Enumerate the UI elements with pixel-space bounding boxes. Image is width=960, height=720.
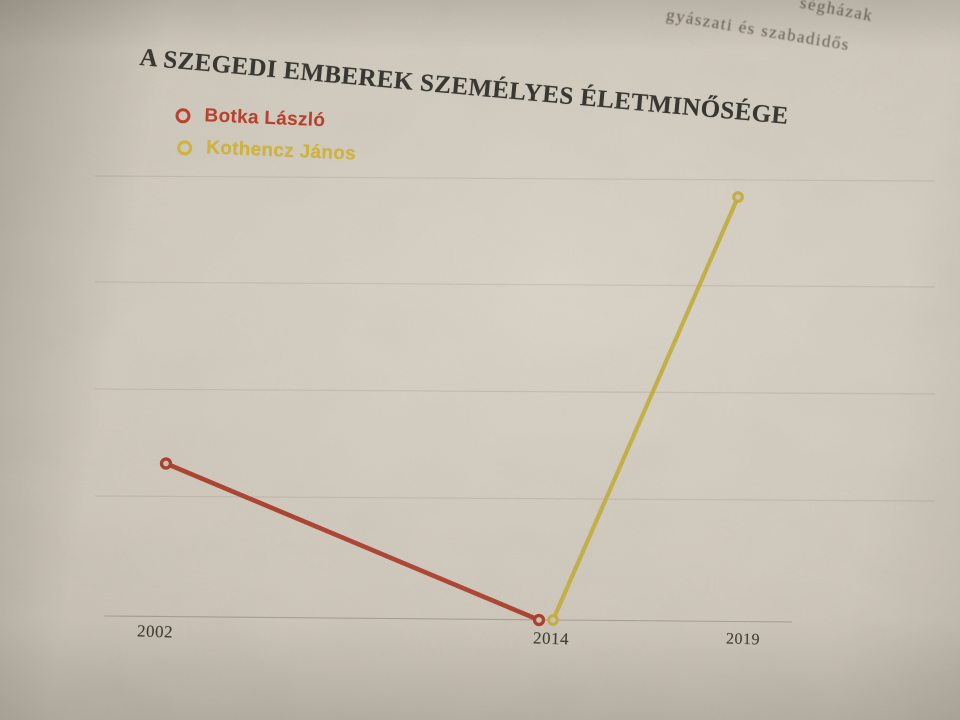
x-tick-2019: 2019: [725, 630, 761, 649]
x-tick-2014: 2014: [532, 628, 570, 649]
x-tick-2002: 2002: [136, 621, 174, 642]
